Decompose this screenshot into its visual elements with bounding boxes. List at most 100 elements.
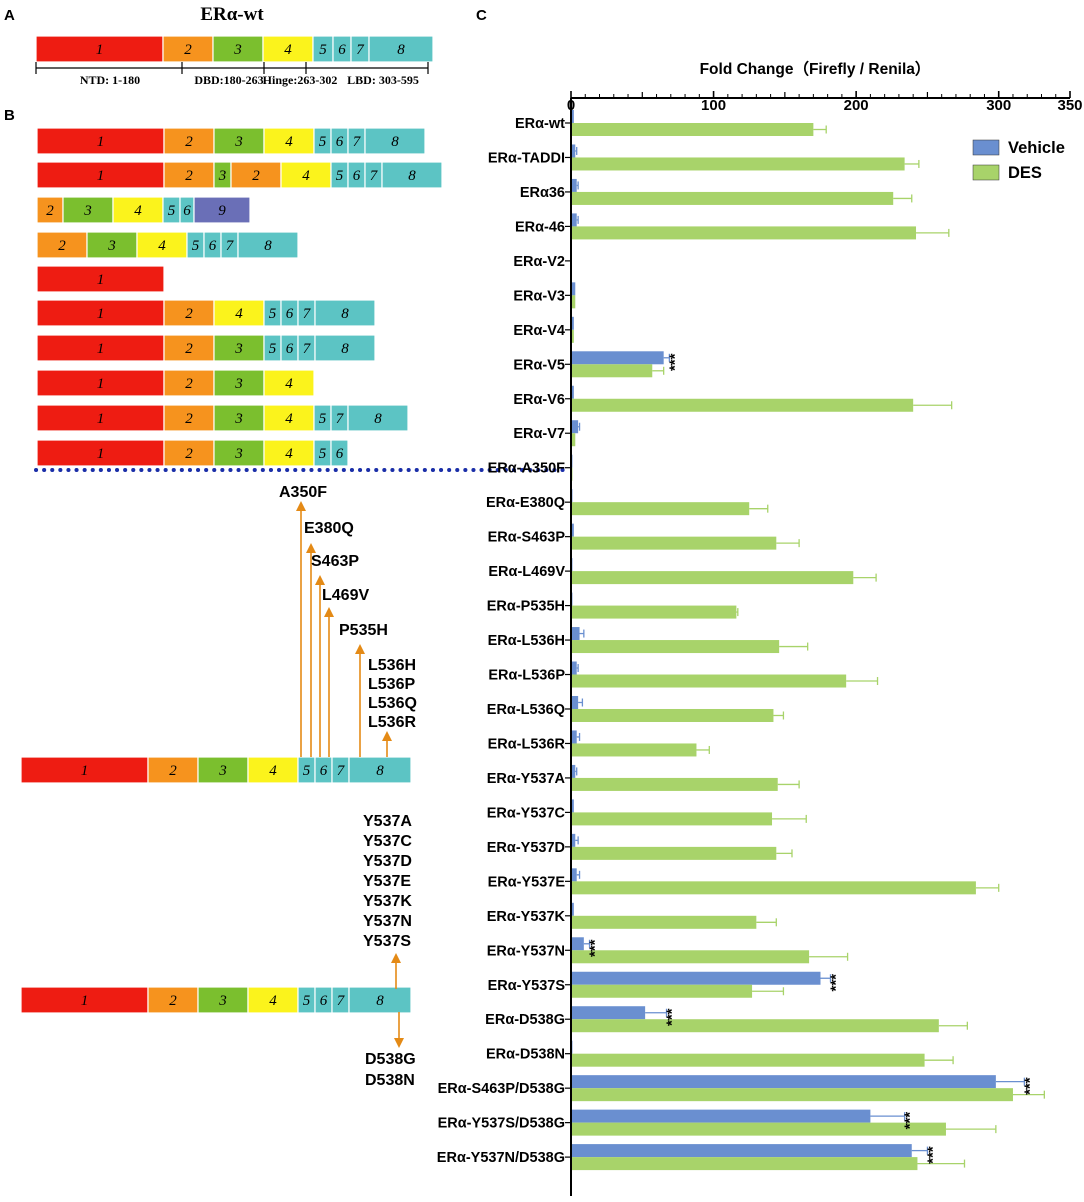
legend: Vehicle DES <box>972 139 1065 182</box>
category-label: ERα-wt <box>515 116 565 132</box>
exon-label: 2 <box>185 168 193 184</box>
legend-label-des: DES <box>1008 164 1042 182</box>
exon-label: 4 <box>284 42 292 58</box>
exon-label: 8 <box>408 168 416 184</box>
x-tick-label: 100 <box>701 97 726 114</box>
domain-lbd: LBD: 303-595 <box>347 73 419 87</box>
chart-title: Fold Change（Firefly / Renila） <box>700 60 931 78</box>
exon-9-block <box>193 196 251 224</box>
significance-mark: *** <box>664 1008 681 1026</box>
exon-label: 1 <box>97 376 105 392</box>
exon-label: 8 <box>264 238 272 254</box>
bar-des <box>571 329 574 343</box>
bar-vehicle <box>571 213 577 227</box>
exon-label: 3 <box>234 341 243 357</box>
mutation-labels-top: A350F E380Q S463P L469V P535H L536H L536… <box>279 484 417 731</box>
bar-des <box>571 881 976 895</box>
exon-label: 6 <box>320 993 328 1009</box>
exon-label: 8 <box>376 763 384 779</box>
exon-2-block <box>162 35 214 63</box>
bar-vehicle <box>571 1075 996 1089</box>
exon-4-block <box>247 756 299 784</box>
x-axis: 0100200300350 <box>567 91 1083 114</box>
exon-label: 4 <box>269 763 277 779</box>
bar-vehicle <box>571 523 574 537</box>
bar-vehicle <box>571 627 580 641</box>
category-label: ERα-V5 <box>513 357 565 373</box>
bar-des <box>571 743 697 757</box>
exon-label: 7 <box>337 763 346 779</box>
exon-1-block <box>36 265 165 293</box>
category-label: ERα-D538G <box>485 1012 565 1028</box>
mutation-label: L536Q <box>368 695 417 712</box>
exon-2-block <box>230 161 282 189</box>
bar-des <box>571 398 914 412</box>
category-label: ERα-D538N <box>486 1047 565 1063</box>
category-label: ERα-V7 <box>513 426 565 442</box>
exon-label: 1 <box>97 411 105 427</box>
exon-label: 3 <box>107 238 116 254</box>
mutation-label: A350F <box>279 484 327 501</box>
variant-row: 1 <box>36 265 165 293</box>
exon-2-block <box>163 404 215 432</box>
category-label: ERα36 <box>520 185 565 201</box>
exon-label: 6 <box>336 446 344 462</box>
exon-label: 2 <box>185 306 193 322</box>
exon-label: 5 <box>319 446 327 462</box>
bar-vehicle <box>571 110 574 123</box>
bar-des <box>571 295 576 309</box>
bar-vehicle <box>571 868 577 882</box>
category-label: ERα-46 <box>515 219 565 235</box>
category-label: ERα-S463P/D538G <box>438 1081 565 1097</box>
exon-label: 5 <box>319 411 327 427</box>
panel-b-variants: 1 2 3 4 5 6 7 81 2 3 2 4 5 6 7 82 3 4 5 6 92 3 4 5 6 7 811 2 4 5 6 7 81 2… <box>36 127 443 467</box>
exon-label: 5 <box>192 238 200 254</box>
exon-2-block <box>163 439 215 467</box>
category-label: ERα-Y537C <box>487 805 566 821</box>
category-label: ERα-L536Q <box>487 702 565 718</box>
exon-4-block <box>247 986 299 1014</box>
bar-des <box>571 157 905 171</box>
exon-2-block <box>147 986 199 1014</box>
bar-des <box>571 364 653 378</box>
exon-3-block <box>213 369 265 397</box>
significance-mark: *** <box>827 974 844 992</box>
bar-vehicle <box>571 351 664 365</box>
category-label: ERα-A350F <box>488 461 566 477</box>
exon-label: 4 <box>235 306 243 322</box>
exon-label: 2 <box>46 203 54 219</box>
bar-vehicle <box>571 799 574 813</box>
mutation-labels-y537: Y537A Y537C Y537D Y537E Y537K Y537N Y537… <box>363 813 412 950</box>
exon-1-block <box>36 127 165 155</box>
exon-label: 6 <box>286 341 294 357</box>
exon-2-block <box>163 161 215 189</box>
bar-des <box>571 1122 946 1136</box>
bar-vehicle <box>571 833 576 847</box>
exon-label: 7 <box>353 134 362 150</box>
exon-8-block <box>347 404 409 432</box>
exon-3-block <box>86 231 138 259</box>
bar-des <box>571 640 780 654</box>
category-label: ERα-Y537A <box>487 771 566 787</box>
domain-hinge: Hinge:263-302 <box>263 73 338 87</box>
exon-label: 4 <box>285 411 293 427</box>
category-label: ERα-V2 <box>513 254 565 270</box>
exon-label: 5 <box>319 42 327 58</box>
bar-vehicle <box>571 971 821 985</box>
exon-label: 3 <box>218 763 227 779</box>
exon-4-block <box>112 196 164 224</box>
mutation-label: Y537D <box>363 853 412 870</box>
exon-2-block <box>163 369 215 397</box>
exon-label: 3 <box>234 376 243 392</box>
mutation-label: L469V <box>322 587 369 604</box>
exon-label: 2 <box>185 341 193 357</box>
exon-label: 1 <box>96 42 104 58</box>
bars: *** *** *** *** *** *** *** <box>571 110 1045 1171</box>
legend-swatch-des <box>972 164 1000 181</box>
exon-1-block <box>35 35 164 63</box>
